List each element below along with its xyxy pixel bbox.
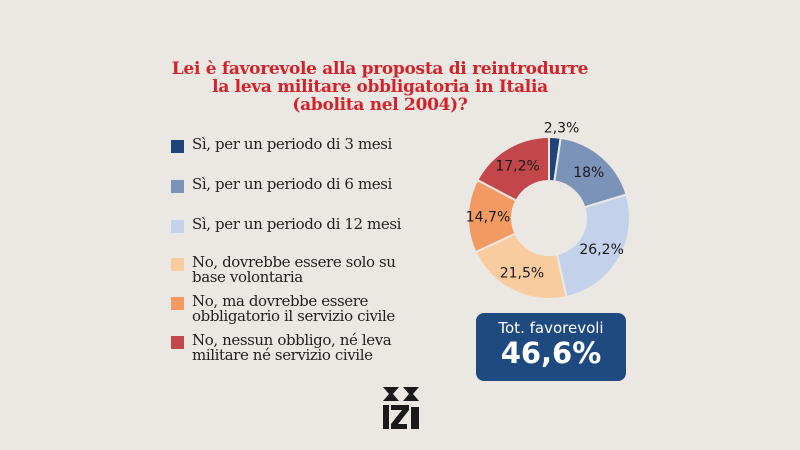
legend-label: No, nessun obbligo, né leva militare né s… xyxy=(192,331,392,364)
legend-item: No, ma dovrebbe essere obbligatorio il se… xyxy=(171,294,441,324)
slice-label: 14,7% xyxy=(466,209,510,225)
legend-label-line: Sì, per un periodo di 3 mesi xyxy=(192,135,392,153)
legend-label-line: Sì, per un periodo di 12 mesi xyxy=(192,215,402,233)
legend-item: Sì, per un periodo di 6 mesi xyxy=(171,177,441,193)
title-line: (abolita nel 2004)? xyxy=(292,95,468,115)
legend-label-line: militare né servizio civile xyxy=(192,346,373,364)
legend-item: No, dovrebbe essere solo su base volontar… xyxy=(171,255,441,285)
slice-label: 17,2% xyxy=(495,159,539,175)
izi-logo xyxy=(383,387,419,429)
chart-title: Lei è favorevole alla proposta di reintr… xyxy=(150,60,610,114)
legend-label-line: No, nessun obbligo, né leva xyxy=(192,331,392,349)
total-label: Tot. favorevoli xyxy=(498,319,604,337)
total-value: 46,6% xyxy=(500,336,602,370)
slice-label: 2,3% xyxy=(544,120,580,136)
donut-slice xyxy=(476,135,550,202)
slice-label: 21,5% xyxy=(500,266,544,282)
total-favorevoli-box: Tot. favorevoli 46,6% xyxy=(476,313,626,381)
legend-label: Sì, per un periodo di 6 mesi xyxy=(192,177,392,192)
donut-chart: 2,3% 18% 26,2% 21,5% 14,7% 17,2% xyxy=(466,120,631,300)
legend-swatch xyxy=(171,220,184,233)
legend-label-line: obbligatorio il servizio civile xyxy=(192,307,395,325)
donut-slice xyxy=(474,232,568,300)
legend-label: No, ma dovrebbe essere obbligatorio il se… xyxy=(192,294,395,324)
title-line: la leva militare obbligatoria in Italia xyxy=(212,77,548,97)
legend-item: No, nessun obbligo, né leva militare né s… xyxy=(171,333,441,363)
title-line: Lei è favorevole alla proposta di reintr… xyxy=(171,59,589,79)
legend-label: Sì, per un periodo di 12 mesi xyxy=(192,217,401,232)
legend-swatch xyxy=(171,336,184,349)
legend-label-line: No, dovrebbe essere solo su xyxy=(192,253,396,271)
donut-slice xyxy=(555,193,631,299)
legend-swatch xyxy=(171,140,184,153)
legend-swatch xyxy=(171,180,184,193)
slice-label: 26,2% xyxy=(579,242,623,258)
legend-label: Sì, per un periodo di 3 mesi xyxy=(192,137,392,152)
legend-swatch xyxy=(171,297,184,310)
legend-item: Sì, per un periodo di 3 mesi xyxy=(171,137,441,153)
legend-label-line: base volontaria xyxy=(192,268,303,286)
legend-label-line: Sì, per un periodo di 6 mesi xyxy=(192,175,392,193)
slice-label: 18% xyxy=(573,165,604,181)
legend-label-line: No, ma dovrebbe essere xyxy=(192,292,369,310)
legend-label: No, dovrebbe essere solo su base volontar… xyxy=(192,255,396,285)
legend-swatch xyxy=(171,258,184,271)
legend-item: Sì, per un periodo di 12 mesi xyxy=(171,217,441,233)
